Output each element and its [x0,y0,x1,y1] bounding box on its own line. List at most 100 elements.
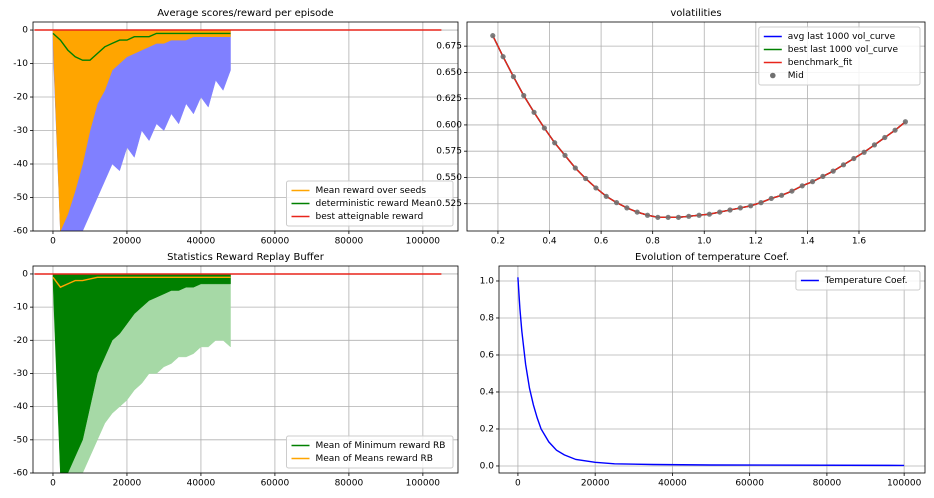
scatter-point [675,214,682,220]
y-tick-label: 0 [22,26,28,36]
y-tick-label: -20 [13,336,28,346]
axes-frame [32,265,459,474]
scatter-point [799,183,805,189]
line [52,32,231,61]
scatter-point [552,140,558,146]
y-tick-label: 0.650 [436,68,462,78]
scatter-point [624,205,630,211]
scatter-point [541,125,547,131]
subplot: Average scores/reward per episode 0 20000 4… [13,8,459,247]
x-tick-label: 40000 [658,479,687,489]
y-tick-label: -40 [13,160,28,170]
y-tick-label: 0.675 [436,42,462,52]
plot-area [490,33,909,220]
scatter-point [510,74,517,80]
line [52,276,231,289]
legend: Mean reward over seeds deterministic rewa… [286,180,454,227]
legend-box [286,180,454,227]
line [517,277,905,467]
axes-frame [466,21,926,232]
y-tick-label: -30 [13,126,28,136]
scatter-point [500,54,506,60]
scatter-point [861,149,867,155]
x-tick-label: 60000 [261,479,290,489]
scatter-point [593,185,599,191]
x-tick-label: 40000 [187,237,216,247]
scatter-point [789,188,795,194]
plot-area [517,277,905,467]
legend-label: benchmark_fit [788,58,853,68]
y-tick-label: 0.550 [436,173,462,183]
scatter-point [871,142,878,148]
x-tick-label: 20000 [113,479,142,489]
y-tick-label: 0.575 [436,147,462,157]
plot-area [34,29,442,231]
scatter-point [830,168,836,174]
x-tick-label: 0 [515,479,521,489]
x-tick-label: 1.4 [800,237,815,247]
scatter-point [613,200,620,206]
y-tick-label: -60 [13,227,28,237]
subplot: volatilities 0.2 0.4 0.6 0.8 1.0 1.2 1.4 1.6 0.52… [436,8,926,247]
chart-title: Evolution of temperature Coef. [635,252,789,263]
y-tick-label: 0.6 [480,350,495,360]
scatter-point [686,213,692,219]
y-tick-label: 0.4 [480,387,495,397]
x-tick-label: 100000 [406,237,441,247]
scatter-point [717,209,723,215]
scatter-point [655,214,661,220]
x-tick-label: 0.8 [646,237,661,247]
scatter-point [665,214,671,220]
scatter-point [727,207,733,213]
y-tick-label: -20 [13,93,28,103]
scatter-point [603,193,609,199]
y-tick-label: -10 [13,303,28,313]
y-tick-label: 0.8 [480,313,495,323]
chart-title: volatilities [670,8,721,19]
legend-label: Mean reward over seeds [316,186,427,196]
legend-key [770,72,776,79]
y-tick-label: 1.0 [480,276,495,286]
scatter-point [696,212,702,218]
y-tick-label: -50 [13,435,28,445]
x-tick-label: 60000 [735,479,764,489]
x-tick-label: 40000 [187,479,216,489]
scatter-point [490,33,496,39]
x-tick-label: 0.2 [491,237,505,247]
legend: Mean of Minimum reward RB Mean of Means r… [286,435,454,469]
y-tick-label: -40 [13,402,28,412]
y-tick-label: 0.600 [436,120,462,130]
y-tick-label: 0.625 [436,94,462,104]
x-tick-label: 80000 [335,479,364,489]
legend-label: Temperature Coef. [824,276,908,286]
legend-label: Mean of Minimum reward RB [316,441,446,451]
y-tick-label: -30 [13,369,28,379]
legend-label: Mid [788,71,804,81]
x-tick-label: 0 [50,479,56,489]
scatter-point [851,155,857,162]
scatter-point [634,209,640,215]
scatter-point [882,134,888,141]
scatter-point [902,119,909,125]
scatter-point [840,162,847,168]
plot-area [34,273,442,473]
x-tick-label: 1.2 [749,237,763,247]
legend-label: Mean of Means reward RB [316,454,433,464]
chart-title: Statistics Reward Replay Buffer [167,252,325,263]
y-tick-label: -50 [13,193,28,203]
scatter-point [521,92,527,99]
scatter-point [758,200,764,206]
x-tick-label: 100000 [887,479,922,489]
area [52,29,231,231]
scatter-point [820,173,826,179]
scatter-point [737,205,743,211]
axes-frame [32,21,459,232]
legend: Temperature Coef. [795,270,921,291]
scatter-point [644,212,651,218]
x-tick-label: 1.0 [697,237,712,247]
y-tick-label: -10 [13,59,28,69]
legend-label: best last 1000 vol_curve [788,45,899,55]
scatter-point [768,195,774,202]
scatter-point [809,179,816,185]
